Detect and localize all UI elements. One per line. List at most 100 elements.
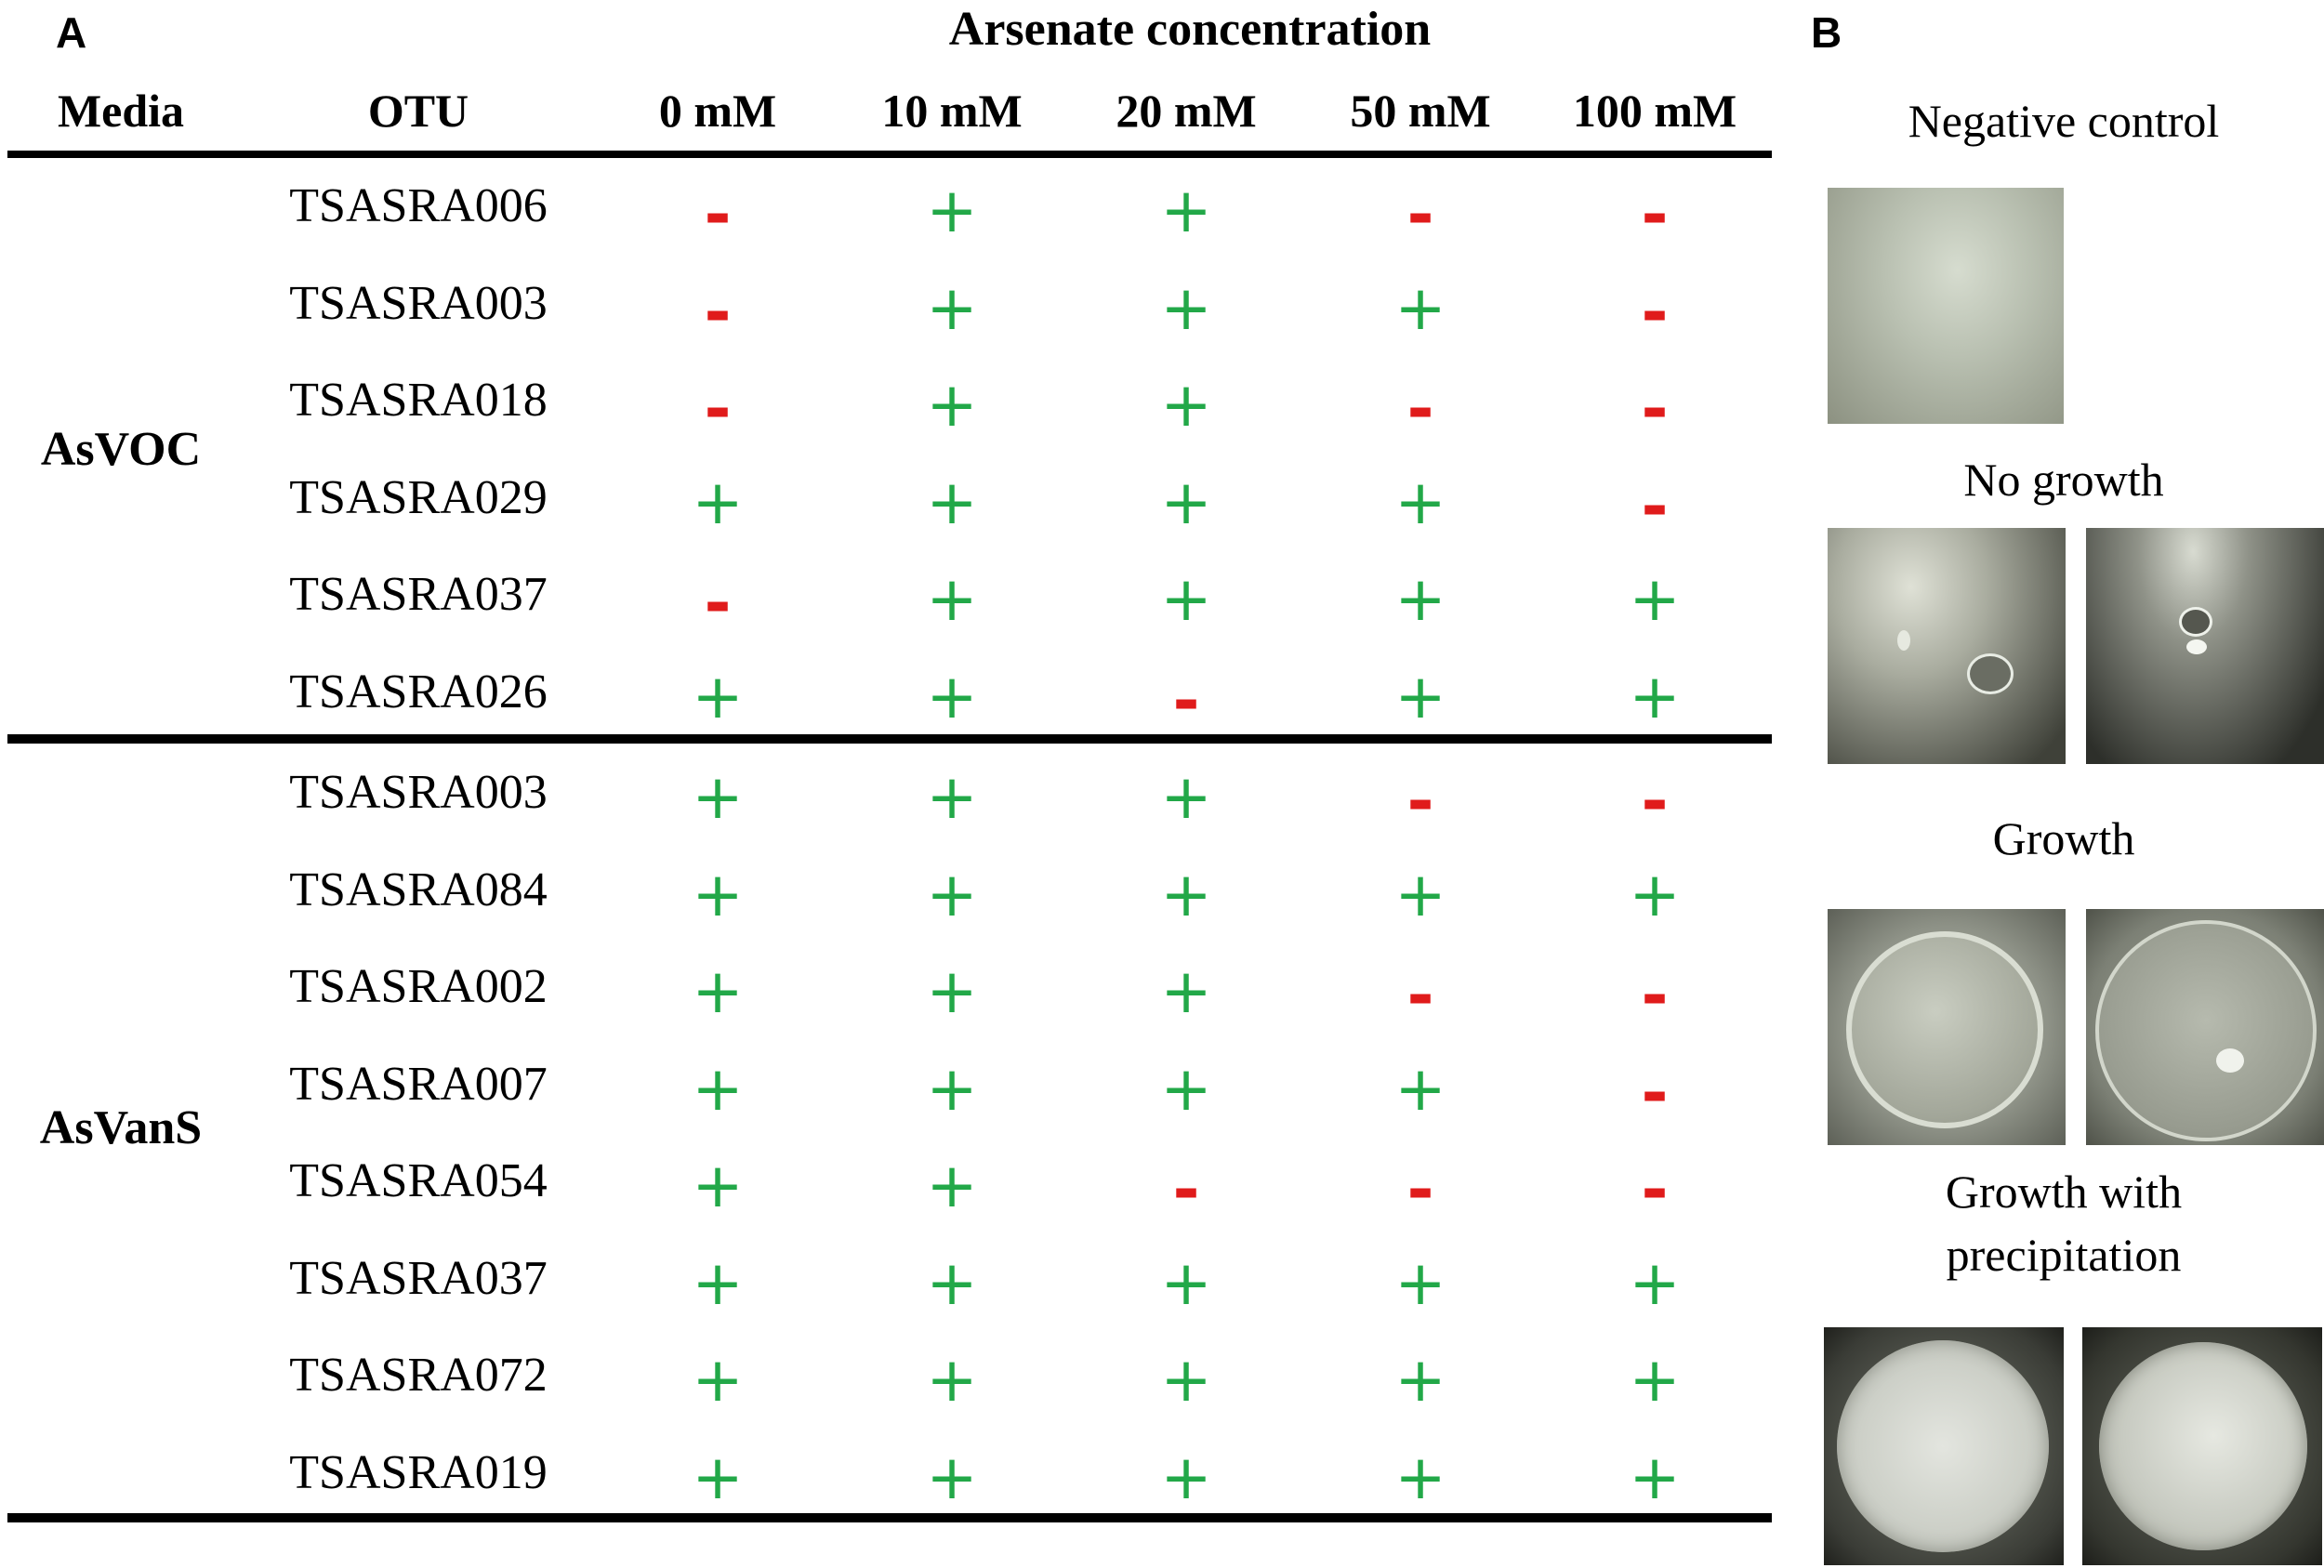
growth-plus-mark: + [1160, 1052, 1212, 1125]
concentration-title: Arsenate concentration [948, 3, 1432, 56]
panel-a-label: A [56, 8, 87, 57]
growth-plus-mark: + [692, 660, 744, 732]
growth-plus-mark: + [926, 271, 978, 344]
growth-plus-mark: + [692, 1344, 744, 1416]
growth-plus-mark: + [692, 466, 744, 538]
precipitation-image-2 [2082, 1327, 2322, 1565]
group-separator-rule [7, 734, 1772, 744]
no-growth-minus-mark: - [1641, 468, 1669, 545]
growth-image-2 [2086, 909, 2324, 1145]
negative-control-image [1828, 188, 2064, 424]
growth-plus-mark: + [926, 369, 978, 441]
no-growth-minus-mark: - [1406, 177, 1434, 253]
growth-plus-mark: + [1394, 1052, 1446, 1125]
header-conc-0: 0 mM [658, 85, 777, 137]
no-growth-minus-mark: - [1172, 1152, 1200, 1228]
growth-plus-mark: + [692, 1150, 744, 1221]
no-growth-minus-mark: - [1641, 763, 1669, 839]
no-growth-minus-mark: - [1641, 177, 1669, 253]
growth-plus-mark: + [1160, 271, 1212, 344]
caption-growth-precip-line1: Growth with [1945, 1166, 2183, 1218]
header-media: Media [57, 85, 185, 137]
otu-label: TSASRA006 [289, 179, 548, 232]
no-growth-minus-mark: - [1641, 273, 1669, 350]
growth-plus-mark: + [1160, 1246, 1212, 1319]
media-label-asvans: AsVanS [39, 1101, 203, 1154]
no-growth-minus-mark: - [1406, 763, 1434, 839]
bottom-rule [7, 1513, 1772, 1522]
growth-plus-mark: + [926, 761, 978, 833]
otu-label: TSASRA026 [289, 665, 548, 718]
growth-plus-mark: + [926, 175, 978, 246]
otu-label: TSASRA072 [289, 1349, 548, 1402]
header-conc-10: 10 mM [881, 85, 1023, 137]
growth-plus-mark: + [1394, 563, 1446, 635]
growth-plus-mark: + [1160, 563, 1212, 635]
growth-plus-mark: + [1394, 1344, 1446, 1416]
panel-b-label: B [1811, 8, 1842, 57]
growth-plus-mark: + [692, 1246, 744, 1319]
header-otu: OTU [367, 85, 469, 137]
growth-plus-mark: + [926, 1344, 978, 1416]
growth-plus-mark: + [1394, 1441, 1446, 1513]
no-growth-image-1 [1828, 528, 2066, 764]
growth-plus-mark: + [1629, 1441, 1681, 1513]
otu-label: TSASRA084 [289, 863, 548, 916]
growth-plus-mark: + [692, 858, 744, 930]
otu-label: TSASRA037 [289, 568, 548, 621]
caption-growth-precip-line2: precipitation [1946, 1229, 2182, 1281]
growth-plus-mark: + [1394, 660, 1446, 732]
no-growth-minus-mark: - [1641, 1152, 1669, 1228]
no-growth-minus-mark: - [1641, 371, 1669, 447]
otu-label: TSASRA003 [289, 766, 548, 819]
no-growth-minus-mark: - [1406, 957, 1434, 1034]
growth-plus-mark: + [1394, 466, 1446, 538]
otu-label: TSASRA037 [289, 1251, 548, 1305]
growth-plus-mark: + [926, 1052, 978, 1125]
growth-plus-mark: + [1629, 563, 1681, 635]
growth-plus-mark: + [926, 1246, 978, 1319]
no-growth-minus-mark: - [1641, 1054, 1669, 1131]
growth-plus-mark: + [1160, 466, 1212, 538]
growth-plus-mark: + [692, 1052, 744, 1125]
no-growth-minus-mark: - [1172, 662, 1200, 739]
caption-negative-control: Negative control [1908, 95, 2220, 147]
otu-label: TSASRA003 [289, 276, 548, 330]
precipitation-image-1 [1824, 1327, 2064, 1565]
otu-label: TSASRA019 [289, 1445, 548, 1499]
caption-growth: Growth [1992, 812, 2135, 864]
growth-plus-mark: + [1629, 858, 1681, 930]
no-growth-minus-mark: - [704, 273, 732, 350]
growth-plus-mark: + [1160, 761, 1212, 833]
growth-plus-mark: + [1160, 175, 1212, 246]
growth-plus-mark: + [1160, 369, 1212, 441]
header-rule [7, 151, 1772, 158]
growth-plus-mark: + [926, 858, 978, 930]
growth-plus-mark: + [1629, 660, 1681, 732]
growth-plus-mark: + [926, 955, 978, 1027]
header-conc-100: 100 mM [1572, 85, 1737, 137]
growth-plus-mark: + [926, 466, 978, 538]
growth-plus-mark: + [692, 955, 744, 1027]
caption-no-growth: No growth [1963, 454, 2164, 506]
otu-label: TSASRA018 [289, 374, 548, 427]
header-conc-50: 50 mM [1350, 85, 1491, 137]
growth-plus-mark: + [1160, 1344, 1212, 1416]
no-growth-minus-mark: - [1406, 1152, 1434, 1228]
no-growth-minus-mark: - [704, 371, 732, 447]
growth-plus-mark: + [1394, 1246, 1446, 1319]
otu-label: TSASRA007 [289, 1057, 548, 1111]
no-growth-minus-mark: - [1406, 371, 1434, 447]
growth-plus-mark: + [1394, 858, 1446, 930]
growth-plus-mark: + [926, 563, 978, 635]
otu-label: TSASRA029 [289, 470, 548, 524]
no-growth-minus-mark: - [704, 177, 732, 253]
growth-plus-mark: + [1160, 955, 1212, 1027]
no-growth-image-2 [2086, 528, 2324, 764]
growth-plus-mark: + [926, 660, 978, 732]
growth-plus-mark: + [1629, 1344, 1681, 1416]
growth-plus-mark: + [1160, 858, 1212, 930]
otu-label: TSASRA002 [289, 960, 548, 1013]
growth-plus-mark: + [926, 1441, 978, 1513]
header-conc-20: 20 mM [1116, 85, 1257, 137]
